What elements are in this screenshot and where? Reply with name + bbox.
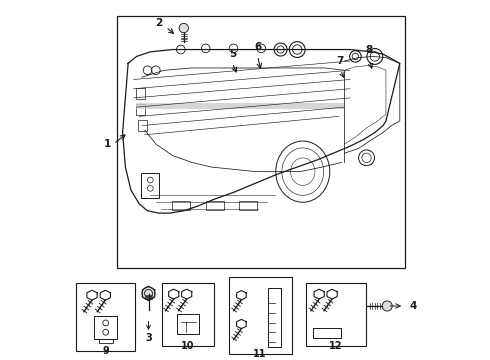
Bar [76,283,135,351]
Text: 12: 12 [329,341,343,351]
Text: 11: 11 [253,349,267,359]
Text: 7: 7 [337,56,344,66]
Bar [136,88,145,99]
Bar [136,104,145,115]
Bar [313,328,341,338]
Bar [172,201,191,210]
Text: 4: 4 [410,301,417,311]
Polygon shape [136,103,344,109]
Circle shape [179,23,189,33]
Text: 10: 10 [181,341,195,351]
Bar [98,338,113,343]
Text: 3: 3 [145,333,152,343]
Text: 6: 6 [254,42,261,52]
Bar [269,288,281,347]
Bar [239,201,257,210]
Bar [138,120,147,131]
Bar [177,314,199,334]
Text: 5: 5 [229,49,236,59]
Bar [229,277,292,354]
Text: 2: 2 [155,18,162,28]
Text: 1: 1 [104,139,111,149]
Bar [141,173,159,198]
Circle shape [382,301,392,311]
Bar [206,201,224,210]
Bar [162,283,215,346]
Circle shape [142,287,155,300]
Bar [117,16,405,268]
Text: 8: 8 [366,45,373,55]
Bar [94,316,118,339]
Bar [306,283,366,346]
Text: 9: 9 [102,346,109,356]
